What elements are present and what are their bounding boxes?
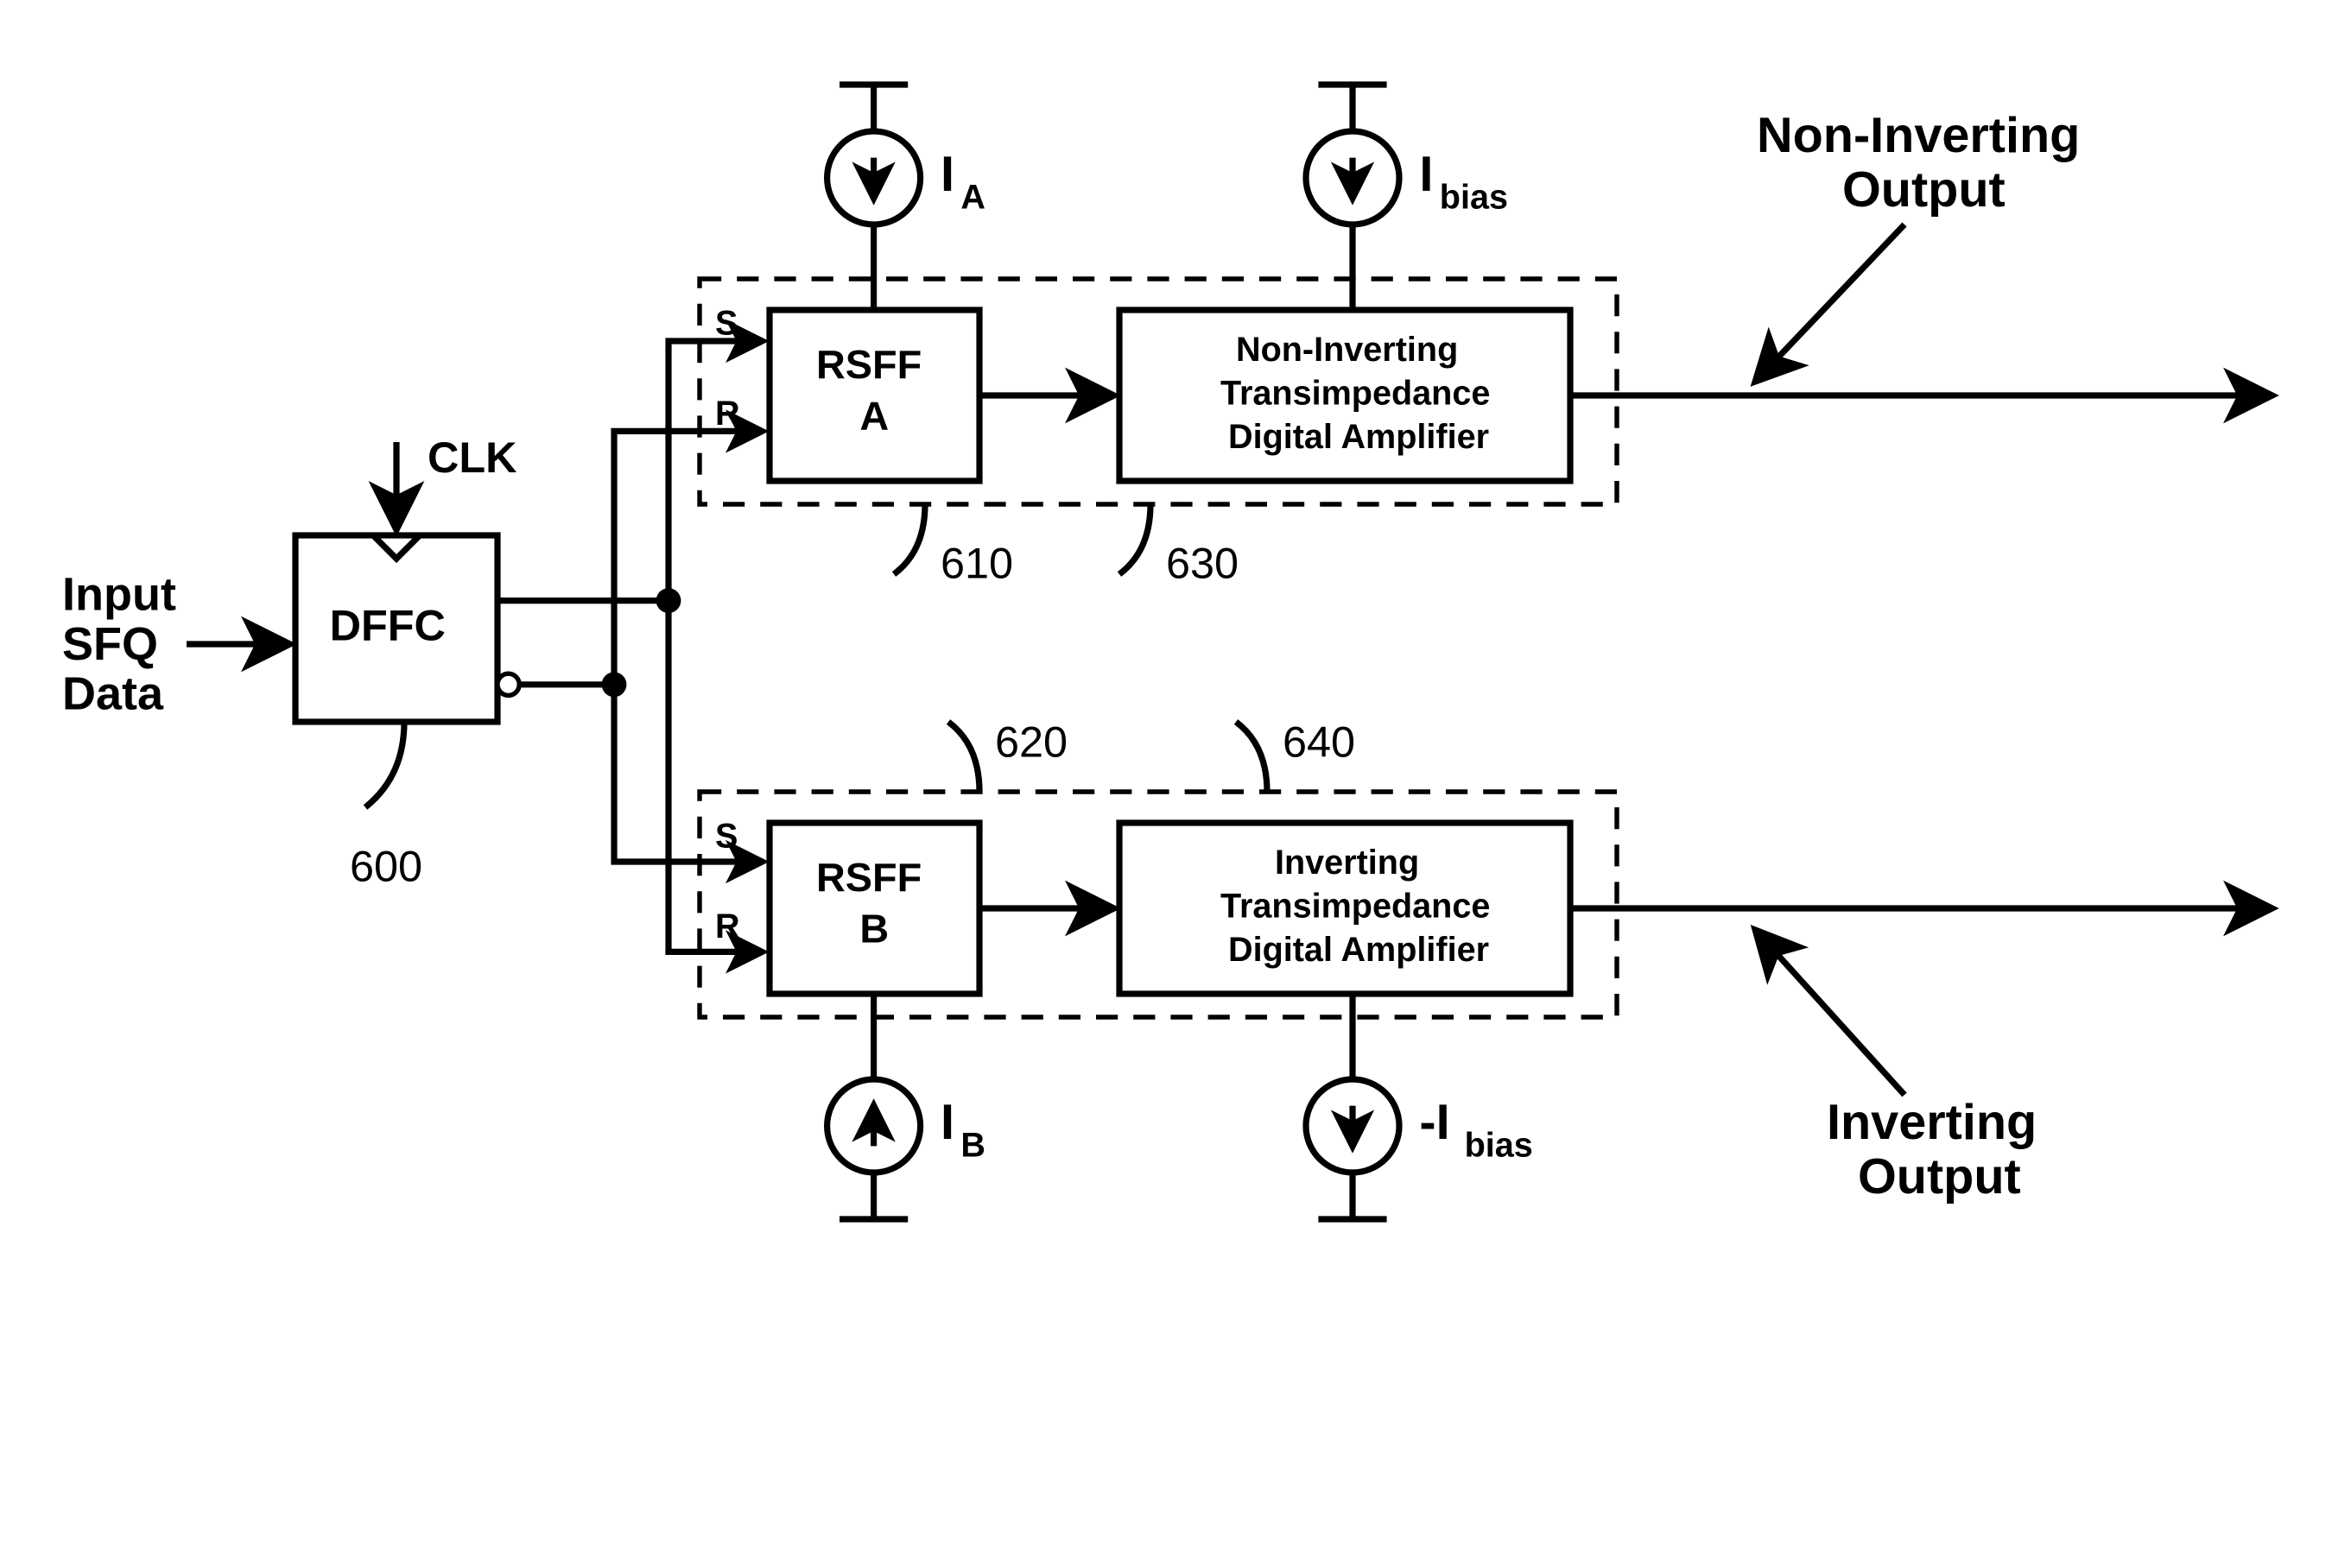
ampa-l1: Non-Inverting	[1236, 331, 1458, 369]
out-bot-ptr	[1757, 932, 1904, 1095]
ampb-l1: Inverting	[1275, 844, 1419, 882]
out-top-ptr	[1757, 224, 1904, 380]
ibt-sym: I	[1419, 147, 1433, 202]
q-to-sa	[669, 341, 762, 601]
rsffa-r: R	[715, 395, 740, 433]
qb-to-sb	[614, 685, 762, 862]
ref-600: 600	[350, 841, 422, 890]
ib-sub: B	[960, 1127, 985, 1165]
input-l1: Input	[62, 568, 176, 620]
out-bot-l2: Output	[1858, 1149, 2021, 1204]
clk-label: CLK	[428, 433, 517, 482]
ibias-top-source	[1306, 85, 1399, 310]
ibb-sym: -I	[1419, 1095, 1449, 1150]
ref-620: 620	[995, 717, 1068, 766]
out-bot-l1: Inverting	[1827, 1095, 2037, 1150]
rsffa-l1: RSFF	[816, 342, 922, 387]
q-to-rb	[669, 601, 762, 952]
out-top-l1: Non-Inverting	[1757, 108, 2080, 163]
rsffb-r: R	[715, 907, 740, 945]
ampa-l2: Transimpedance	[1220, 374, 1490, 412]
ref-640: 640	[1283, 717, 1355, 766]
qb-to-ra	[614, 431, 762, 684]
dffc-block: DFFC	[295, 535, 519, 722]
ampb-l2: Transimpedance	[1220, 887, 1490, 925]
rsffb-s: S	[715, 817, 738, 855]
rsffa-l2: A	[859, 393, 889, 438]
rsffa-s: S	[715, 304, 738, 342]
out-top-l2: Output	[1842, 162, 2006, 218]
ibias-bot-source	[1306, 994, 1399, 1219]
ib-sym: I	[941, 1095, 954, 1150]
input-l2: SFQ	[62, 618, 158, 670]
ref-610: 610	[941, 538, 1013, 587]
circuit-diagram: DFFC 600 Input SFQ Data CLK RSFF A S R N…	[0, 0, 2332, 1568]
ibt-sub: bias	[1440, 179, 1508, 217]
ibb-sub: bias	[1465, 1127, 1533, 1165]
ib-source	[827, 994, 921, 1219]
rsffb-l1: RSFF	[816, 855, 922, 900]
ref-630: 630	[1166, 538, 1239, 587]
rsffb-l2: B	[859, 906, 889, 951]
ia-source	[827, 85, 921, 310]
input-l3: Data	[62, 667, 164, 719]
ia-sym: I	[941, 147, 954, 202]
ampa-l3: Digital Amplifier	[1228, 418, 1489, 456]
ia-sub: A	[960, 179, 985, 217]
dffc-label: DFFC	[330, 600, 446, 649]
ampb-l3: Digital Amplifier	[1228, 931, 1489, 969]
